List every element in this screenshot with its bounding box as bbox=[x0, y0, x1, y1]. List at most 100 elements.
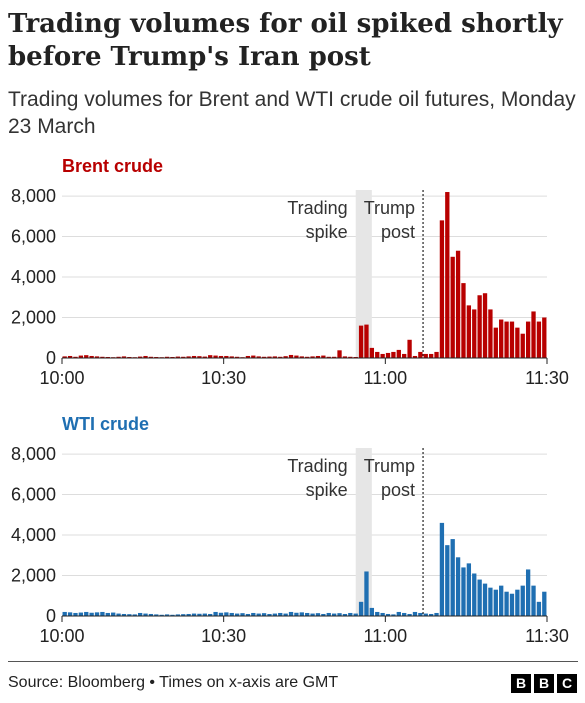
bar bbox=[321, 613, 326, 616]
bar bbox=[488, 309, 493, 358]
bar bbox=[391, 614, 396, 616]
bar bbox=[434, 351, 439, 358]
annotation-label: spike bbox=[306, 222, 348, 242]
bar bbox=[515, 589, 520, 616]
bar bbox=[353, 613, 358, 616]
bar bbox=[89, 612, 94, 616]
bar bbox=[531, 585, 536, 616]
bar bbox=[423, 353, 428, 358]
bar bbox=[337, 350, 342, 358]
bar bbox=[375, 611, 380, 616]
bar bbox=[369, 347, 375, 358]
bar bbox=[364, 324, 369, 358]
bar bbox=[73, 356, 78, 358]
bar bbox=[423, 613, 428, 616]
annotation-label: Trading bbox=[287, 198, 347, 218]
bar bbox=[148, 356, 154, 358]
y-tick-label: 8,000 bbox=[11, 444, 56, 464]
bar bbox=[380, 353, 385, 358]
y-tick-label: 4,000 bbox=[11, 525, 56, 545]
bar bbox=[272, 356, 278, 358]
bar bbox=[267, 356, 272, 358]
bar bbox=[62, 611, 67, 616]
bar bbox=[116, 356, 121, 358]
bar bbox=[299, 356, 304, 358]
bar bbox=[67, 355, 73, 358]
bar bbox=[407, 613, 412, 616]
bar bbox=[493, 327, 498, 358]
bar bbox=[181, 356, 186, 358]
footer-divider bbox=[8, 661, 578, 662]
bar bbox=[261, 613, 267, 616]
bar bbox=[385, 613, 391, 616]
bar bbox=[208, 355, 213, 358]
bar bbox=[288, 354, 294, 358]
bar bbox=[94, 356, 100, 358]
x-tick-label: 11:30 bbox=[525, 626, 569, 646]
bar bbox=[234, 356, 240, 358]
bar bbox=[164, 356, 170, 358]
bar bbox=[202, 356, 207, 358]
bar bbox=[391, 351, 396, 358]
bar bbox=[245, 355, 251, 358]
bar bbox=[337, 613, 342, 616]
bar bbox=[326, 612, 331, 616]
bar bbox=[434, 612, 439, 616]
bar bbox=[493, 589, 498, 616]
bar bbox=[261, 356, 267, 358]
bar bbox=[256, 613, 261, 616]
bar bbox=[175, 614, 181, 616]
x-tick-label: 11:00 bbox=[363, 368, 407, 388]
bar bbox=[461, 283, 466, 358]
bar bbox=[515, 327, 520, 358]
bar bbox=[542, 591, 547, 616]
bar bbox=[116, 613, 121, 616]
bar bbox=[418, 612, 423, 616]
bar bbox=[202, 613, 207, 616]
annotation-label: Trading bbox=[287, 456, 347, 476]
bar bbox=[213, 355, 218, 358]
bar bbox=[310, 613, 315, 616]
bar bbox=[283, 613, 288, 616]
bar bbox=[461, 567, 466, 616]
bar bbox=[466, 305, 472, 358]
bar bbox=[536, 321, 542, 358]
bar bbox=[240, 613, 245, 616]
bar bbox=[305, 356, 310, 358]
bar bbox=[197, 356, 202, 358]
bar bbox=[121, 613, 127, 616]
bar bbox=[466, 563, 472, 616]
bar bbox=[137, 612, 143, 616]
bar bbox=[84, 355, 89, 358]
bar bbox=[256, 356, 261, 358]
bar bbox=[137, 356, 143, 358]
trading-spike-band bbox=[355, 190, 372, 358]
bar bbox=[224, 355, 229, 358]
logo-letter: B bbox=[511, 674, 531, 693]
bar bbox=[224, 612, 229, 616]
bar bbox=[531, 311, 536, 358]
source-note: Source: Bloomberg • Times on x-axis are … bbox=[8, 674, 339, 691]
bar bbox=[181, 614, 186, 616]
bar bbox=[84, 611, 89, 616]
x-tick-label: 10:00 bbox=[39, 368, 84, 388]
bar bbox=[294, 355, 299, 358]
bar bbox=[67, 612, 73, 616]
bar bbox=[450, 256, 455, 358]
bar bbox=[111, 612, 116, 616]
bar bbox=[439, 522, 445, 616]
bar bbox=[428, 613, 434, 616]
bar bbox=[310, 356, 315, 358]
bar bbox=[402, 612, 407, 616]
bar bbox=[358, 601, 364, 616]
bar bbox=[315, 613, 321, 616]
bar bbox=[62, 356, 67, 358]
bar bbox=[105, 356, 110, 358]
bar bbox=[170, 356, 175, 358]
bar bbox=[299, 612, 304, 616]
bar bbox=[121, 356, 127, 358]
bar bbox=[353, 356, 358, 358]
bar bbox=[364, 571, 369, 616]
bar bbox=[278, 612, 283, 616]
bar bbox=[251, 355, 256, 358]
